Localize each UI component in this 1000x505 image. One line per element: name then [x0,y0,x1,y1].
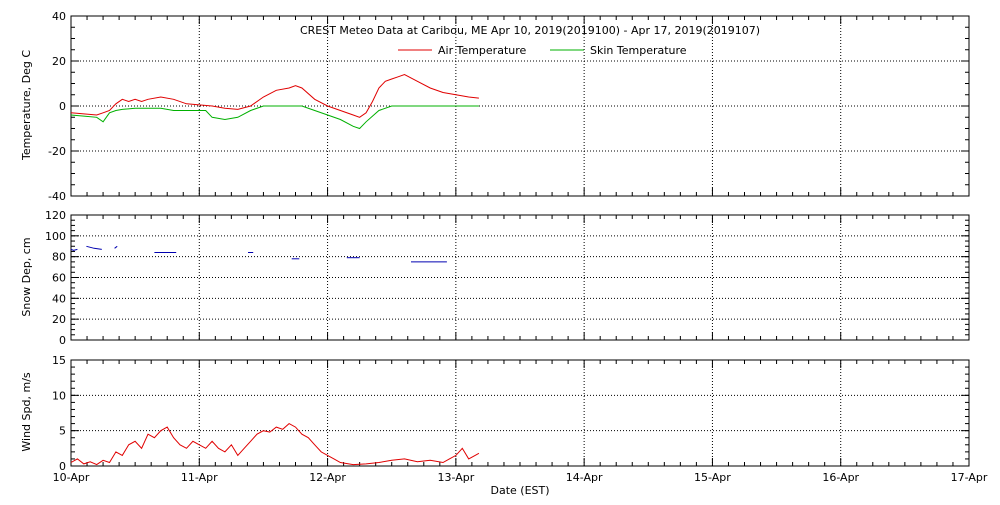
snow-dep-series-line [70,248,78,251]
x-tick-label: 12-Apr [309,471,346,484]
y-tick-label: 20 [52,313,66,326]
y-tick-label: 0 [59,100,66,113]
y-tick-label: 120 [45,209,66,222]
temperature-panel: Temperature, Deg C 40 20 0 -20 -40 [20,10,970,203]
x-tick-label: 17-Apr [951,471,988,484]
y-tick-label: 20 [52,55,66,68]
legend: Air Temperature Skin Temperature [398,44,687,57]
snow-dep-series-line [86,245,102,250]
y-tick-label: 40 [52,10,66,23]
wind-spd-series-line [70,422,480,466]
x-tick-label: 13-Apr [437,471,474,484]
y-tick-label: -40 [48,190,66,203]
y-tick-label: 60 [52,272,66,285]
legend-skin-label: Skin Temperature [590,44,687,57]
air-temperature-series-line [70,73,479,118]
y-tick-label: 80 [52,251,66,264]
chart-title: CREST Meteo Data at Caribou, ME Apr 10, … [300,24,760,37]
y-tick-label: 40 [52,292,66,305]
x-tick-label: 10-Apr [53,471,90,484]
y-tick-label: 100 [45,230,66,243]
x-tick-label: 14-Apr [566,471,603,484]
x-axis: 10-Apr 11-Apr 12-Apr 13-Apr 14-Apr 15-Apr 16-A… [53,471,988,484]
snow-depth-ylabel: Snow Dep, cm [20,237,33,316]
y-tick-label: 0 [59,334,66,347]
y-tick-label: -20 [48,145,66,158]
x-tick-label: 11-Apr [181,471,218,484]
x-tick-label: 16-Apr [822,471,859,484]
snow-depth-panel: Snow Dep, cm 120 100 80 60 40 20 0 [20,209,970,347]
legend-air-label: Air Temperature [438,44,527,57]
x-tick-label: 15-Apr [694,471,731,484]
y-tick-label: 15 [52,354,66,367]
y-tick-label: 0 [59,460,66,473]
plot-frame [70,15,970,197]
y-tick-label: 10 [52,389,66,402]
x-axis-label: Date (EST) [490,484,549,497]
wind-speed-panel: Wind Spd, m/s 15 10 5 0 [20,354,970,473]
plot-frame [70,214,970,341]
temperature-ylabel: Temperature, Deg C [20,50,33,161]
skin-temperature-series-line [70,105,479,130]
y-tick-label: 5 [59,425,66,438]
wind-speed-ylabel: Wind Spd, m/s [20,372,33,452]
plot-frame [70,359,970,467]
snow-dep-series-line [114,245,118,249]
